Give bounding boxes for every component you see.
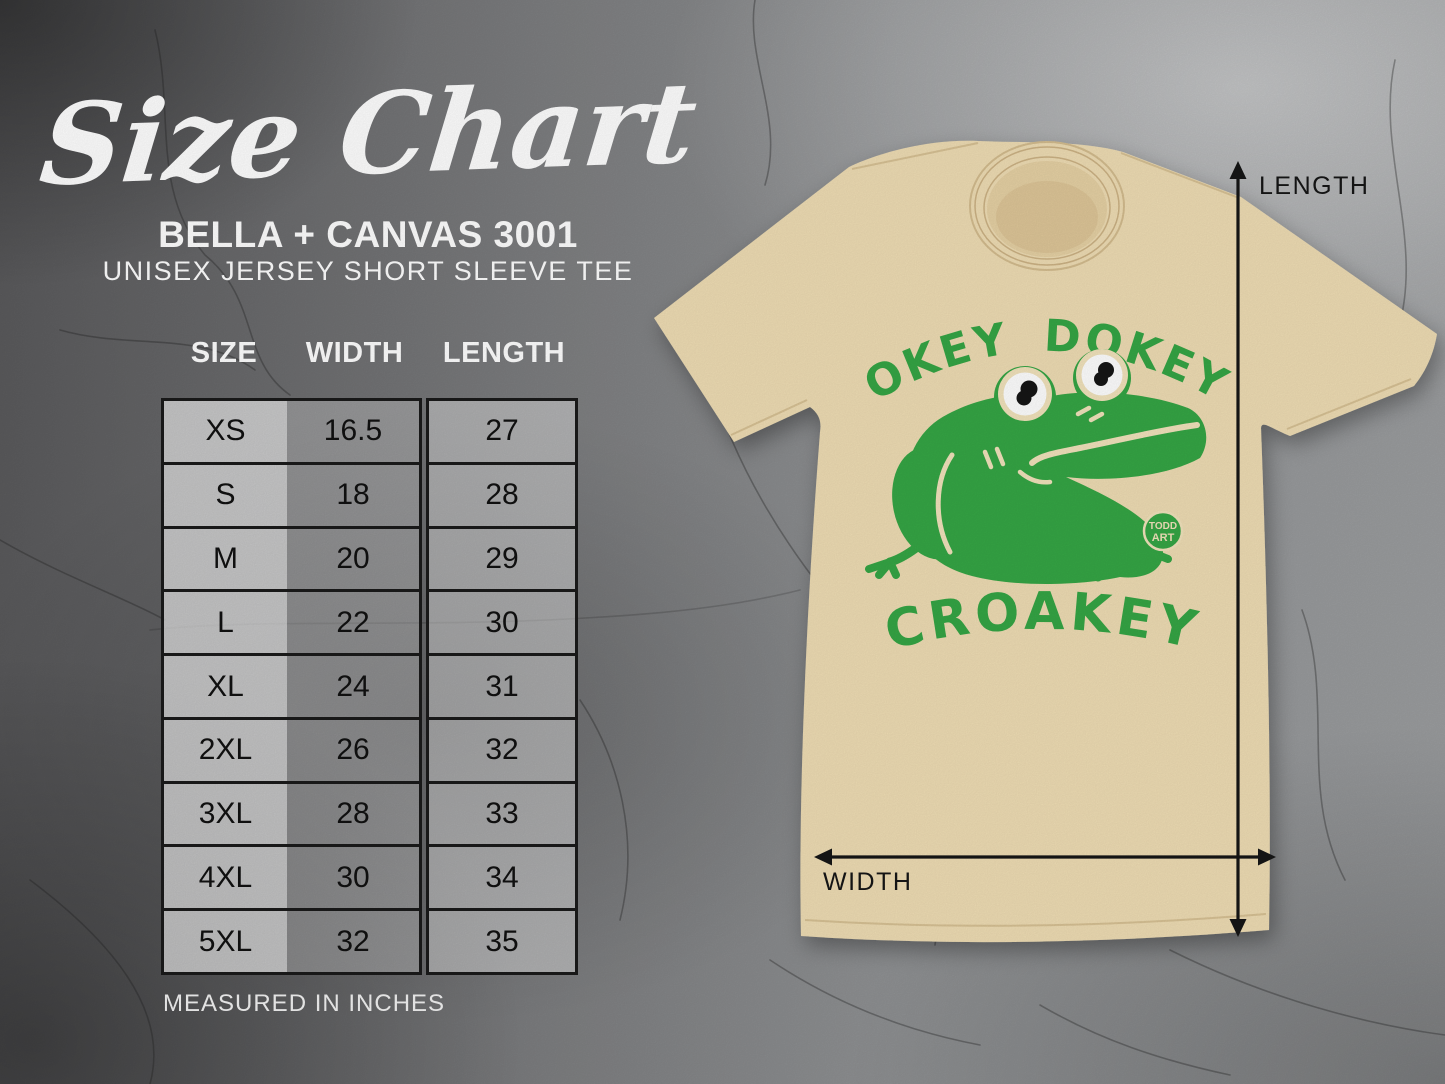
table-row: 31	[429, 653, 575, 717]
width-cell: 16.5	[287, 401, 419, 462]
table-row: 30	[429, 589, 575, 654]
length-cell: 33	[429, 783, 575, 845]
length-cell: 35	[429, 911, 575, 973]
table-row: 5XL 32	[164, 908, 419, 973]
size-cell: XL	[164, 656, 287, 717]
size-width-table: XS 16.5 S 18 M 20 L 22 XL 24 2XL 26 3XL …	[161, 398, 422, 975]
width-cell: 32	[287, 911, 419, 973]
column-header-size: SIZE	[190, 337, 258, 369]
size-cell: 2XL	[164, 719, 287, 781]
length-cell: 31	[429, 656, 575, 717]
width-cell: 20	[287, 528, 419, 590]
width-cell: 28	[287, 783, 419, 845]
length-cell: 28	[429, 464, 575, 526]
table-row: 2XL 26	[164, 716, 419, 781]
column-header-width: WIDTH	[305, 337, 404, 369]
width-cell: 18	[287, 464, 419, 526]
length-cell: 34	[429, 847, 575, 909]
units-footnote: MEASURED IN INCHES	[163, 990, 446, 1017]
width-cell: 22	[287, 592, 419, 654]
product-description: UNISEX JERSEY SHORT SLEEVE TEE	[102, 256, 634, 286]
table-row: 28	[429, 461, 575, 526]
table-row: 35	[429, 908, 575, 973]
table-row: XL 24	[164, 653, 419, 717]
size-cell: XS	[164, 401, 287, 462]
page-title: Size Chart	[34, 57, 703, 212]
table-header-row: SIZE WIDTH LENGTH	[161, 337, 582, 370]
table-row: M 20	[164, 525, 419, 590]
width-cell: 24	[287, 656, 419, 717]
table-row: 3XL 28	[164, 780, 419, 845]
table-row: 33	[429, 780, 575, 845]
table-row: 32	[429, 716, 575, 781]
table-row: XS 16.5	[164, 401, 419, 462]
size-cell: L	[164, 592, 287, 654]
length-cell: 32	[429, 719, 575, 781]
size-cell: 3XL	[164, 783, 287, 845]
table-row: 34	[429, 844, 575, 909]
length-cell: 30	[429, 592, 575, 654]
width-cell: 30	[287, 847, 419, 909]
length-cell: 29	[429, 528, 575, 590]
size-cell: S	[164, 464, 287, 526]
table-row: S 18	[164, 461, 419, 526]
size-cell: 5XL	[164, 911, 287, 973]
size-cell: M	[164, 528, 287, 590]
length-table: 27 28 29 30 31 32 33 34 35	[426, 398, 578, 975]
size-cell: 4XL	[164, 847, 287, 909]
table-row: L 22	[164, 589, 419, 654]
product-name: BELLA + CANVAS 3001	[158, 214, 578, 255]
length-cell: 27	[429, 401, 575, 462]
table-row: 27	[429, 401, 575, 462]
column-header-length: LENGTH	[442, 337, 566, 369]
table-row: 29	[429, 525, 575, 590]
table-row: 4XL 30	[164, 844, 419, 909]
width-cell: 26	[287, 719, 419, 781]
